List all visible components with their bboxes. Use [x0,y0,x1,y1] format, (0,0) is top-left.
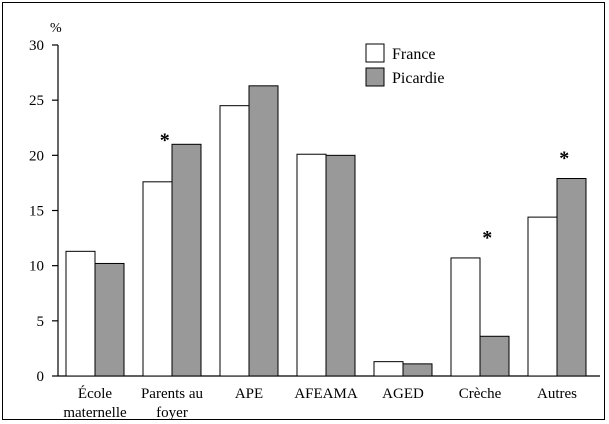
legend-label-france: France [392,46,436,63]
bar-picardie-3 [325,154,356,377]
category-label: Crèche [459,386,502,402]
bar-picardie-5 [479,335,510,377]
bar-picardie-6 [556,178,587,377]
significance-marker: * [482,227,492,249]
bar-france-1 [142,181,173,377]
y-tick-label: 15 [29,204,44,220]
y-axis-unit-label: % [50,21,62,36]
y-tick-label: 5 [37,314,45,330]
bar-france-5 [450,257,481,377]
legend-swatch-picardie [365,67,385,87]
bar-picardie-1 [171,143,202,377]
y-tick-label: 0 [37,369,45,385]
y-tick-label: 20 [29,148,44,164]
bar-france-2 [219,105,250,377]
category-label: maternelle [63,405,127,421]
category-label: Parents au [141,386,204,402]
category-label: AFEAMA [294,386,358,402]
significance-markers: * * * [160,129,570,249]
category-label: Autres [537,386,577,402]
category-label: foyer [156,405,188,421]
bar-france-4 [373,361,404,377]
significance-marker: * [160,129,170,151]
y-tick-label: 10 [29,259,44,275]
y-tick-label: 30 [29,38,44,54]
legend-swatch-france [365,43,385,63]
category-label: École [78,385,112,402]
category-label: APE [235,386,263,402]
bar-picardie-0 [94,262,125,377]
legend-label-picardie: Picardie [392,70,444,87]
significance-marker: * [559,148,569,170]
category-label: AGED [382,386,424,402]
bar-france-6 [527,216,558,377]
category-labels: École maternelle Parents au foyer APE AFEAMA A… [63,385,577,421]
bars [65,85,587,377]
bar-picardie-2 [248,85,279,377]
bar-france-0 [65,250,96,377]
bar-france-3 [296,153,327,377]
bar-picardie-4 [402,363,433,377]
legend: France Picardie [365,43,444,87]
y-tick-label: 25 [29,93,44,109]
